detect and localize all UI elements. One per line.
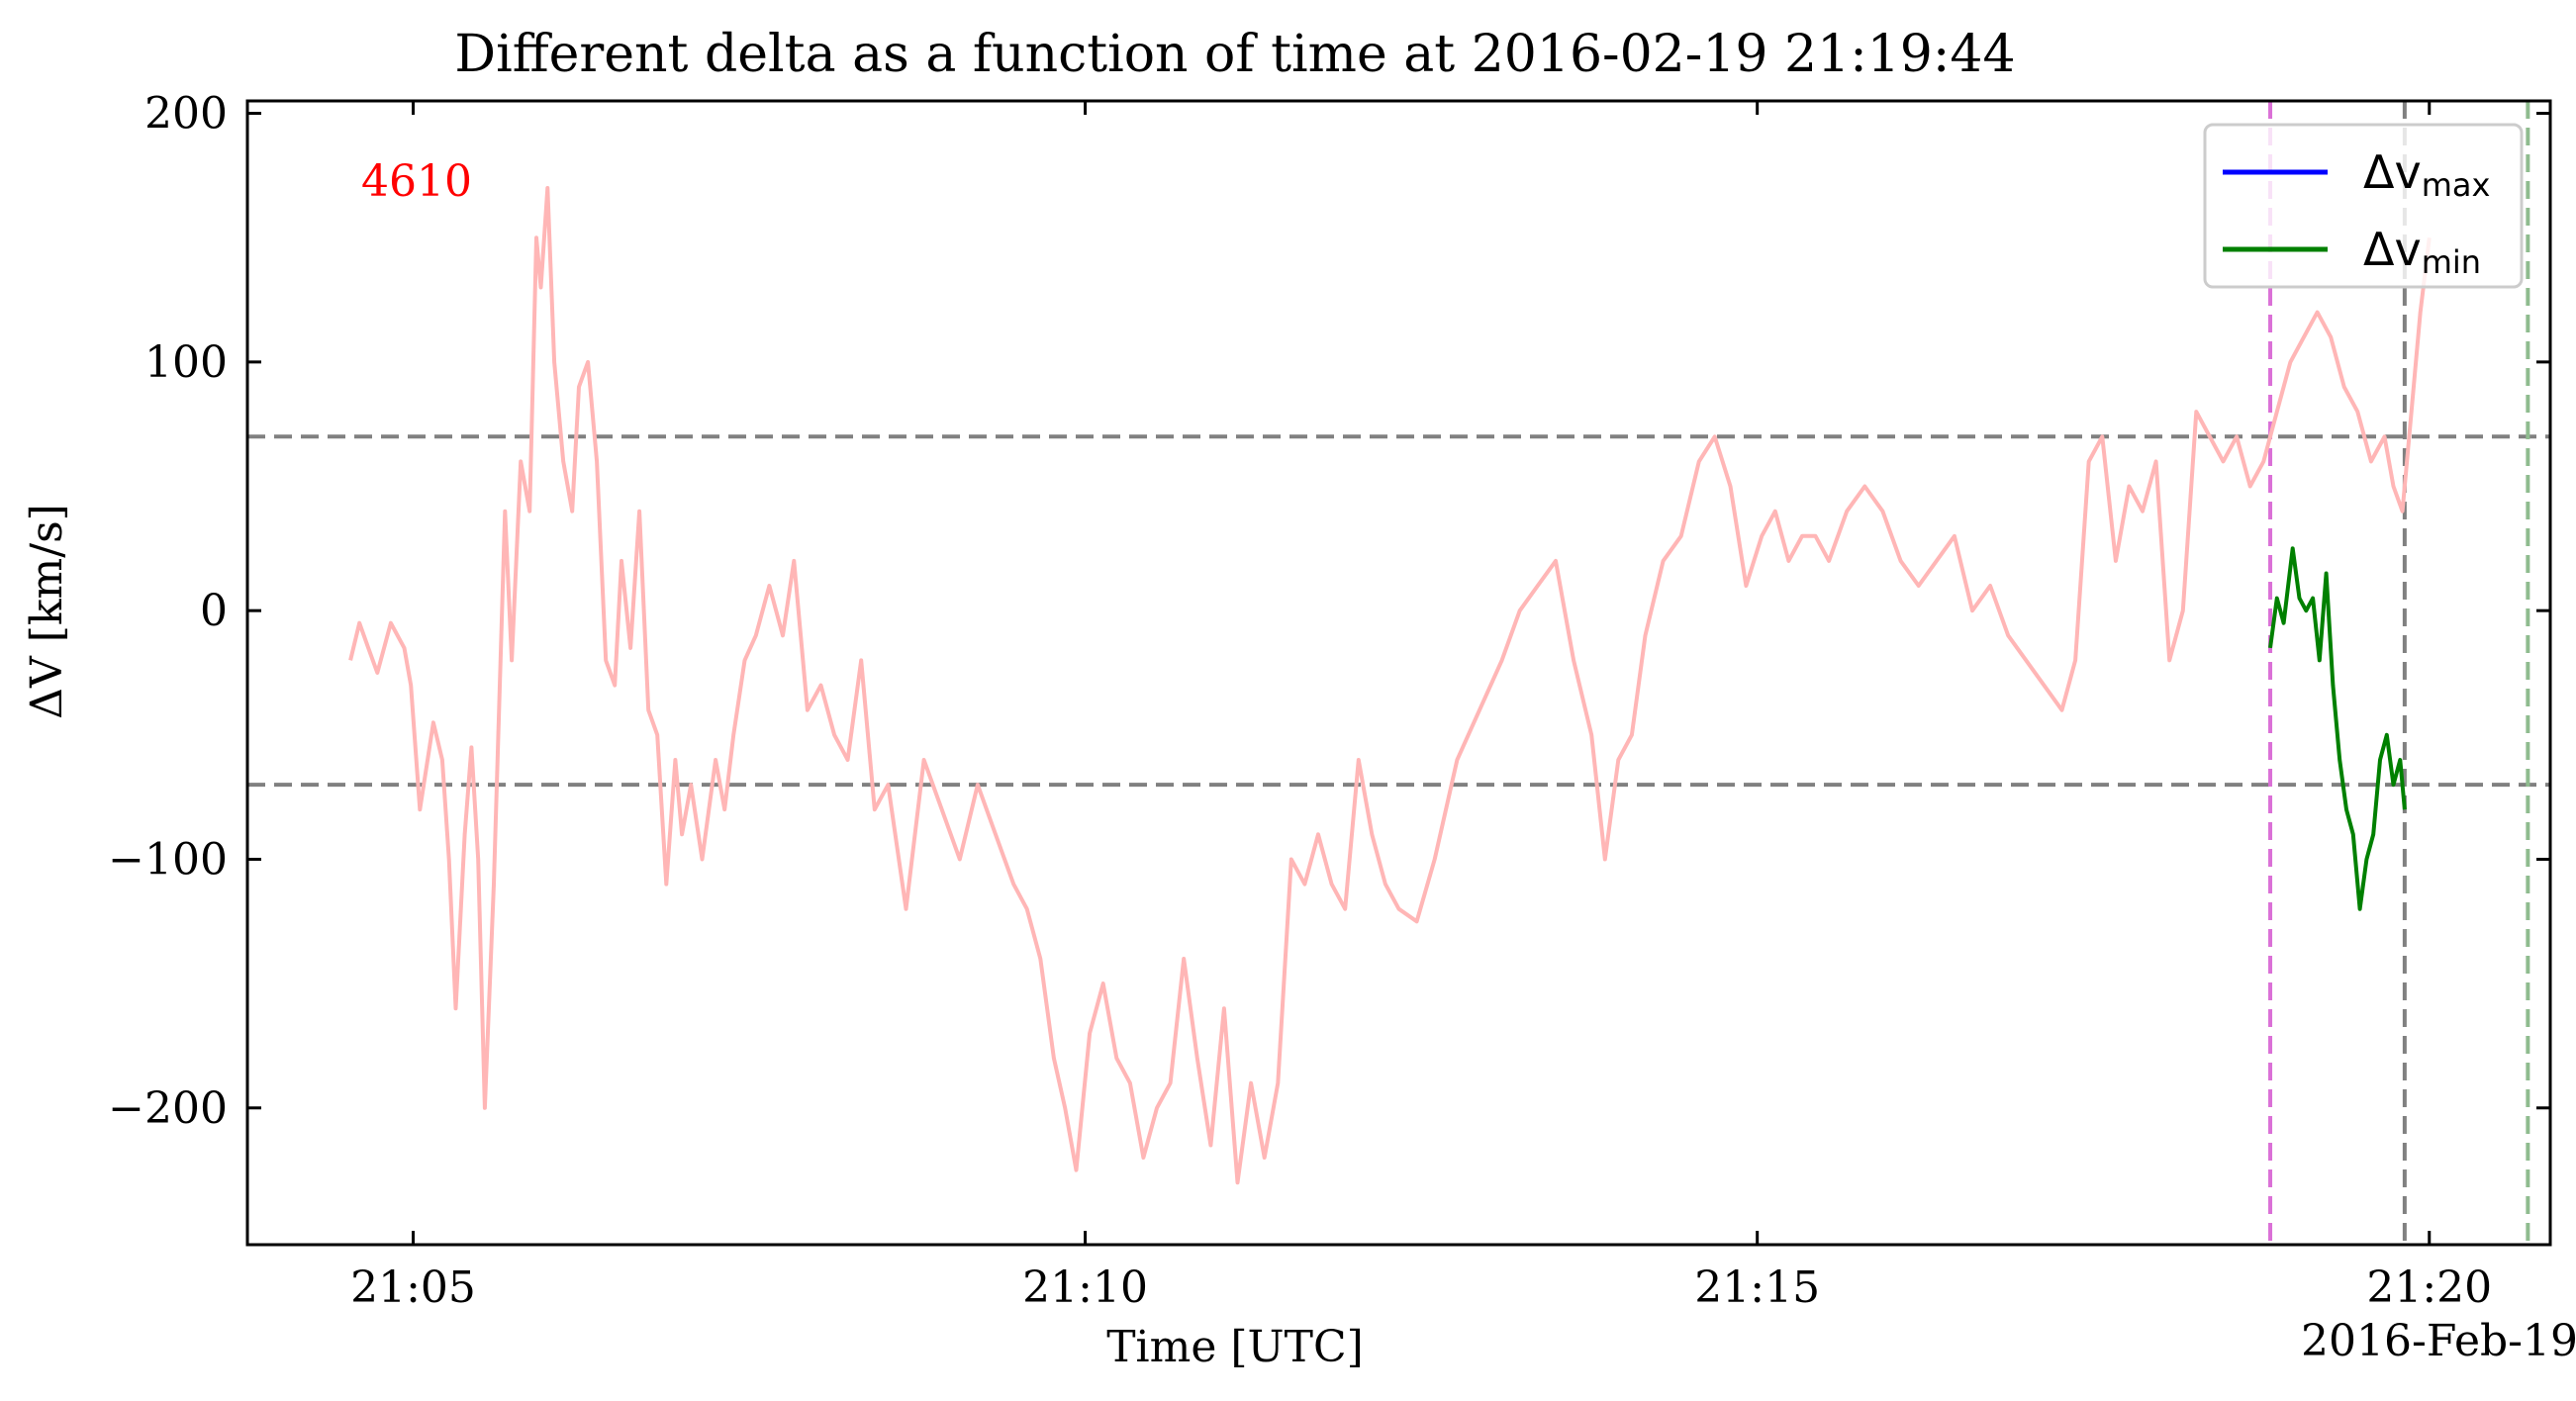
series-line-1	[2268, 546, 2407, 911]
legend-label-subscript: min	[2422, 243, 2481, 281]
reference-lines	[247, 101, 2550, 1245]
legend-box	[2203, 123, 2524, 289]
legend-label-subscript: max	[2422, 166, 2491, 204]
x-tick-label: 21:10	[1022, 1262, 1148, 1313]
series-line-0	[348, 186, 2432, 1185]
y-axis-label: ΔV [km/s]	[22, 504, 72, 719]
y-tick-label: 100	[144, 337, 228, 388]
annotation-label: 4610	[361, 156, 472, 207]
plot-frame	[245, 99, 2552, 1247]
x-tick-label: 21:15	[1694, 1262, 1820, 1313]
legend-label-1: Δvmin	[2363, 223, 2481, 281]
legend-label-0: Δvmax	[2363, 145, 2490, 204]
x-axis: 21:05 21:10 21:15 21:20	[350, 101, 2492, 1313]
x-tick-label: 21:20	[2366, 1262, 2492, 1313]
y-tick-label: 200	[144, 89, 228, 140]
y-axis: −200 −100 0 100 200	[108, 89, 2550, 1134]
y-tick-label: 0	[200, 586, 228, 636]
x-axis-date-label: 2016-Feb-19	[2301, 1316, 2576, 1366]
y-tick-label: −200	[108, 1083, 228, 1134]
y-tick-label: −100	[108, 834, 228, 885]
chart-title: Different delta as a function of time at…	[454, 25, 2015, 84]
legend-label-main: Δv	[2363, 145, 2422, 199]
series-layer	[348, 186, 2432, 1185]
legend-label-main: Δv	[2363, 223, 2422, 276]
x-axis-label: Time [UTC]	[1106, 1322, 1364, 1372]
x-tick-label: 21:05	[350, 1262, 476, 1313]
